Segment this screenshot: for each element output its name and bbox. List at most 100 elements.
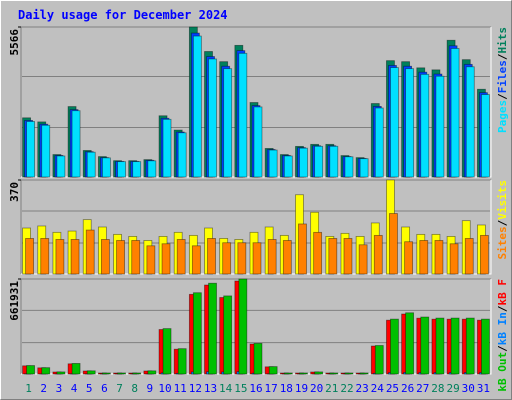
- bar: [101, 157, 111, 178]
- bar: [71, 363, 81, 375]
- bar: [298, 223, 307, 275]
- x-tick-label: 26: [401, 382, 414, 395]
- y-tick-label: 661931: [8, 281, 21, 321]
- bar: [420, 73, 430, 178]
- bar: [358, 244, 368, 275]
- bar: [161, 243, 171, 275]
- bar: [390, 67, 399, 178]
- bar: [283, 155, 293, 178]
- legend-separator: /: [496, 345, 509, 352]
- bar: [71, 110, 81, 178]
- x-tick-label: 28: [431, 382, 444, 395]
- bar: [329, 145, 339, 178]
- bar: [359, 158, 369, 178]
- bar: [299, 147, 308, 178]
- x-tick-label: 7: [116, 382, 123, 395]
- bar: [147, 160, 157, 178]
- legend-separator: /: [496, 305, 509, 312]
- legend: Sites/Visits: [496, 180, 509, 260]
- x-tick-label: 18: [280, 382, 293, 395]
- x-tick-label: 22: [340, 382, 353, 395]
- x-tick-label: 21: [325, 382, 338, 395]
- bar: [253, 106, 263, 178]
- x-tick-label: 6: [101, 382, 108, 395]
- x-tick-label: 16: [249, 382, 262, 395]
- x-tick-label: 27: [416, 382, 429, 395]
- bar: [435, 75, 445, 178]
- bar: [147, 370, 157, 375]
- bar: [26, 365, 35, 375]
- bar: [41, 367, 51, 375]
- legend-entry: Hits: [496, 27, 509, 54]
- bar: [343, 238, 353, 275]
- legend: Pages/Files/Hits: [496, 27, 509, 133]
- bar: [207, 238, 216, 275]
- bar: [481, 318, 490, 375]
- legend-entry: Files: [496, 60, 509, 93]
- bar: [223, 68, 233, 178]
- bar: [389, 213, 398, 275]
- bar: [374, 345, 384, 375]
- bar: [222, 242, 232, 275]
- bar: [208, 58, 217, 178]
- x-tick-label: 13: [204, 382, 217, 395]
- x-tick-label: 2: [40, 382, 47, 395]
- bar: [223, 295, 233, 375]
- bar: [116, 240, 125, 275]
- x-tick-label: 30: [462, 382, 475, 395]
- bar: [282, 240, 292, 275]
- bar: [55, 239, 65, 275]
- bar: [41, 124, 51, 178]
- bar: [313, 231, 323, 275]
- bar: [450, 317, 460, 375]
- chart-title: Daily usage for December 2024: [18, 8, 228, 22]
- bar: [100, 239, 110, 275]
- x-tick-label: 19: [295, 382, 308, 395]
- bar: [253, 342, 263, 375]
- bar: [450, 48, 460, 178]
- bar: [132, 161, 142, 178]
- bar: [56, 155, 66, 178]
- bar: [373, 234, 383, 275]
- x-tick-label: 9: [147, 382, 154, 395]
- bar: [374, 107, 384, 178]
- bar: [404, 241, 414, 275]
- bar: [192, 292, 202, 375]
- bar: [131, 240, 141, 275]
- x-tick-label: 23: [356, 382, 369, 395]
- bar: [344, 372, 354, 375]
- bar: [176, 239, 186, 275]
- bar: [192, 35, 202, 178]
- bar: [464, 238, 474, 275]
- bar: [465, 317, 475, 375]
- bar: [85, 229, 95, 275]
- legend-separator: /: [496, 93, 509, 100]
- x-tick-label: 8: [131, 382, 138, 395]
- bar: [481, 94, 490, 178]
- bar: [314, 145, 324, 178]
- x-tick-label: 11: [174, 382, 187, 395]
- x-tick-label: 29: [446, 382, 459, 395]
- legend-entry: kB Out: [496, 352, 509, 392]
- x-tick-label: 24: [371, 382, 385, 395]
- bar: [238, 52, 248, 178]
- legend-entry: kB F: [496, 279, 509, 306]
- bar: [328, 238, 338, 275]
- bar: [314, 371, 324, 375]
- bar: [420, 316, 430, 375]
- bar: [86, 151, 96, 178]
- bar: [480, 234, 489, 275]
- x-tick-label: 10: [158, 382, 171, 395]
- bar: [268, 149, 278, 178]
- bar: [208, 282, 217, 375]
- bar: [268, 366, 278, 375]
- bar: [86, 370, 96, 375]
- bar: [146, 245, 156, 275]
- bar: [26, 121, 35, 178]
- bar: [40, 238, 50, 275]
- legend: kB Out/kB In/kB F: [496, 279, 509, 392]
- x-tick-label: 20: [310, 382, 323, 395]
- bar: [191, 245, 201, 275]
- x-tick-label: 4: [71, 382, 78, 395]
